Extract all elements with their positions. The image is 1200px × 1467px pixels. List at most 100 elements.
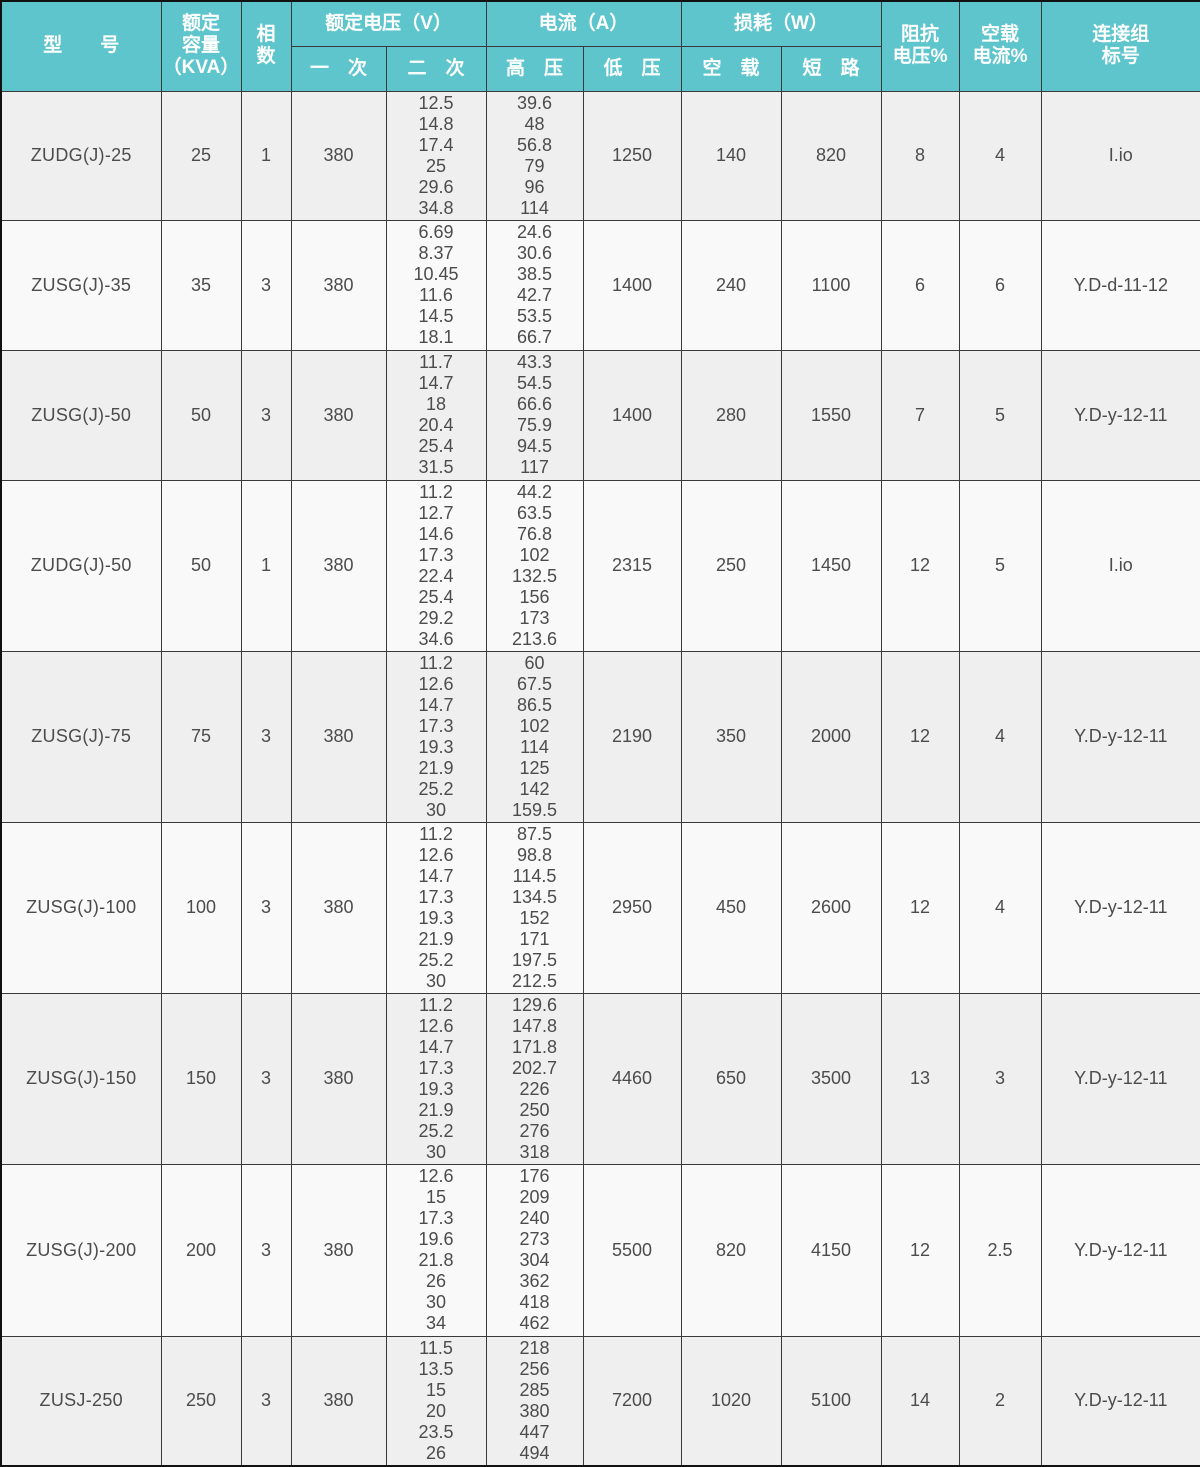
cell-no-load-current: 3 (958, 992, 1042, 1165)
cell-short-circuit-loss: 1100 (780, 219, 882, 351)
cell-no-load-current: 4 (958, 821, 1042, 994)
cell-lv-current: 4460 (582, 992, 682, 1165)
header-rated-voltage-group: 额定电压（V） (290, 0, 487, 47)
cell-impedance-voltage: 7 (880, 349, 960, 481)
header-phases: 相 数 (240, 0, 292, 92)
table-row: ZUSG(J)-150 150 3 380 11.2 12.6 14.7 17.3 19… (0, 992, 1200, 1165)
header-short-circuit-loss: 短 路 (780, 45, 882, 92)
cell-hv-current: 24.6 30.6 38.5 42.7 53.5 66.7 (485, 219, 584, 351)
cell-primary: 380 (290, 1163, 387, 1337)
header-impedance-voltage: 阻抗 电压% (880, 0, 960, 92)
table-row: ZUDG(J)-50 50 1 380 11.2 12.7 14.6 17.3 22.4… (0, 479, 1200, 652)
cell-lv-current: 2315 (582, 479, 682, 652)
cell-no-load-current: 6 (958, 219, 1042, 351)
cell-model: ZUSG(J)-75 (0, 650, 162, 823)
cell-no-load-loss: 450 (680, 821, 782, 994)
cell-secondary: 11.2 12.6 14.7 17.3 19.3 21.9 25.2 30 (385, 650, 487, 823)
cell-no-load-current: 4 (958, 90, 1042, 221)
cell-impedance-voltage: 14 (880, 1335, 960, 1467)
cell-connection: I.io (1040, 90, 1200, 221)
table-header: 型 号 额定 容量 （KVA） 相 数 额定电压（V） 电流（A） 损耗（W） … (0, 0, 1200, 92)
cell-connection: Y.D-y-12-11 (1040, 1163, 1200, 1337)
cell-phases: 1 (240, 479, 292, 652)
cell-model: ZUSJ-250 (0, 1335, 162, 1467)
cell-connection: Y.D-y-12-11 (1040, 650, 1200, 823)
cell-phases: 1 (240, 90, 292, 221)
cell-phases: 3 (240, 650, 292, 823)
cell-no-load-loss: 250 (680, 479, 782, 652)
header-no-load-current: 空载 电流% (958, 0, 1042, 92)
cell-primary: 380 (290, 992, 387, 1165)
cell-primary: 380 (290, 90, 387, 221)
cell-lv-current: 5500 (582, 1163, 682, 1337)
cell-impedance-voltage: 8 (880, 90, 960, 221)
cell-lv-current: 2950 (582, 821, 682, 994)
cell-lv-current: 7200 (582, 1335, 682, 1467)
cell-secondary: 11.2 12.7 14.6 17.3 22.4 25.4 29.2 34.6 (385, 479, 487, 652)
cell-phases: 3 (240, 349, 292, 481)
cell-phases: 3 (240, 821, 292, 994)
cell-no-load-loss: 1020 (680, 1335, 782, 1467)
cell-capacity: 250 (160, 1335, 242, 1467)
cell-short-circuit-loss: 5100 (780, 1335, 882, 1467)
cell-no-load-loss: 350 (680, 650, 782, 823)
cell-impedance-voltage: 12 (880, 821, 960, 994)
cell-connection: Y.D-y-12-11 (1040, 349, 1200, 481)
cell-hv-current: 60 67.5 86.5 102 114 125 142 159.5 (485, 650, 584, 823)
cell-short-circuit-loss: 3500 (780, 992, 882, 1165)
cell-model: ZUDG(J)-50 (0, 479, 162, 652)
header-no-load-loss: 空 载 (680, 45, 782, 92)
header-hv: 高 压 (485, 45, 584, 92)
cell-phases: 3 (240, 992, 292, 1165)
cell-impedance-voltage: 6 (880, 219, 960, 351)
cell-lv-current: 1250 (582, 90, 682, 221)
cell-primary: 380 (290, 219, 387, 351)
cell-secondary: 11.5 13.5 15 20 23.5 26 (385, 1335, 487, 1467)
header-primary: 一 次 (290, 45, 387, 92)
cell-capacity: 50 (160, 349, 242, 481)
header-connection-group: 连接组 标号 (1040, 0, 1200, 92)
cell-short-circuit-loss: 1550 (780, 349, 882, 481)
table-row: ZUSJ-250 250 3 380 11.5 13.5 15 20 23.5 26 21… (0, 1335, 1200, 1467)
cell-connection: I.io (1040, 479, 1200, 652)
cell-no-load-current: 5 (958, 349, 1042, 481)
cell-short-circuit-loss: 2000 (780, 650, 882, 823)
cell-phases: 3 (240, 219, 292, 351)
cell-short-circuit-loss: 4150 (780, 1163, 882, 1337)
cell-short-circuit-loss: 2600 (780, 821, 882, 994)
cell-capacity: 50 (160, 479, 242, 652)
cell-connection: Y.D-d-11-12 (1040, 219, 1200, 351)
table-row: ZUDG(J)-25 25 1 380 12.5 14.8 17.4 25 29.6 3… (0, 90, 1200, 221)
table-row: ZUSG(J)-50 50 3 380 11.7 14.7 18 20.4 25.4 3… (0, 349, 1200, 481)
cell-capacity: 150 (160, 992, 242, 1165)
cell-model: ZUSG(J)-100 (0, 821, 162, 994)
cell-impedance-voltage: 13 (880, 992, 960, 1165)
cell-secondary: 12.5 14.8 17.4 25 29.6 34.8 (385, 90, 487, 221)
cell-hv-current: 44.2 63.5 76.8 102 132.5 156 173 213.6 (485, 479, 584, 652)
cell-model: ZUSG(J)-35 (0, 219, 162, 351)
cell-hv-current: 87.5 98.8 114.5 134.5 152 171 197.5 212.… (485, 821, 584, 994)
cell-hv-current: 218 256 285 380 447 494 (485, 1335, 584, 1467)
cell-lv-current: 2190 (582, 650, 682, 823)
header-current-group: 电流（A） (485, 0, 682, 47)
cell-hv-current: 43.3 54.5 66.6 75.9 94.5 117 (485, 349, 584, 481)
cell-capacity: 200 (160, 1163, 242, 1337)
cell-primary: 380 (290, 650, 387, 823)
cell-no-load-current: 2 (958, 1335, 1042, 1467)
cell-no-load-loss: 650 (680, 992, 782, 1165)
cell-lv-current: 1400 (582, 219, 682, 351)
cell-connection: Y.D-y-12-11 (1040, 992, 1200, 1165)
table-row: ZUSG(J)-100 100 3 380 11.2 12.6 14.7 17.3 19… (0, 821, 1200, 994)
cell-primary: 380 (290, 821, 387, 994)
cell-primary: 380 (290, 1335, 387, 1467)
cell-primary: 380 (290, 479, 387, 652)
cell-hv-current: 176 209 240 273 304 362 418 462 (485, 1163, 584, 1337)
cell-no-load-loss: 140 (680, 90, 782, 221)
cell-short-circuit-loss: 1450 (780, 479, 882, 652)
table-row: ZUSG(J)-35 35 3 380 6.69 8.37 10.45 11.6 14.… (0, 219, 1200, 351)
table-row: ZUSG(J)-200 200 3 380 12.6 15 17.3 19.6 21.8… (0, 1163, 1200, 1337)
cell-capacity: 100 (160, 821, 242, 994)
table-body: ZUDG(J)-25 25 1 380 12.5 14.8 17.4 25 29.6 3… (0, 90, 1200, 1467)
cell-capacity: 25 (160, 90, 242, 221)
cell-capacity: 75 (160, 650, 242, 823)
